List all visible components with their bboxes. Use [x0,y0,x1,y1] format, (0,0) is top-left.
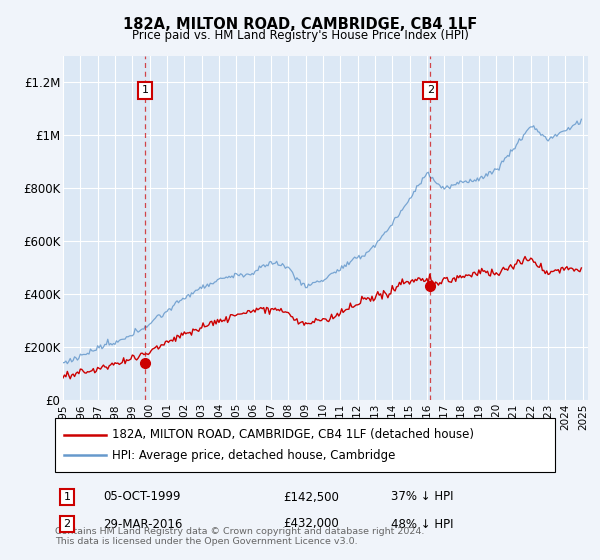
Text: 29-MAR-2016: 29-MAR-2016 [103,517,182,530]
Text: 05-OCT-1999: 05-OCT-1999 [103,491,181,503]
Bar [145,56,430,400]
Text: HPI: Average price, detached house, Cambridge: HPI: Average price, detached house, Camb… [112,449,395,461]
Text: Price paid vs. HM Land Registry's House Price Index (HPI): Price paid vs. HM Land Registry's House … [131,29,469,42]
Text: 2: 2 [64,519,71,529]
Text: 1: 1 [64,492,71,502]
Text: £142,500: £142,500 [283,491,339,503]
Text: £432,000: £432,000 [283,517,339,530]
Text: 2: 2 [427,86,434,95]
Text: 37% ↓ HPI: 37% ↓ HPI [391,491,454,503]
Text: 182A, MILTON ROAD, CAMBRIDGE, CB4 1LF (detached house): 182A, MILTON ROAD, CAMBRIDGE, CB4 1LF (d… [112,428,474,441]
Text: 1: 1 [142,86,149,95]
Text: 48% ↓ HPI: 48% ↓ HPI [391,517,454,530]
Text: 182A, MILTON ROAD, CAMBRIDGE, CB4 1LF: 182A, MILTON ROAD, CAMBRIDGE, CB4 1LF [123,17,477,31]
Text: Contains HM Land Registry data © Crown copyright and database right 2024.
This d: Contains HM Land Registry data © Crown c… [55,526,424,546]
